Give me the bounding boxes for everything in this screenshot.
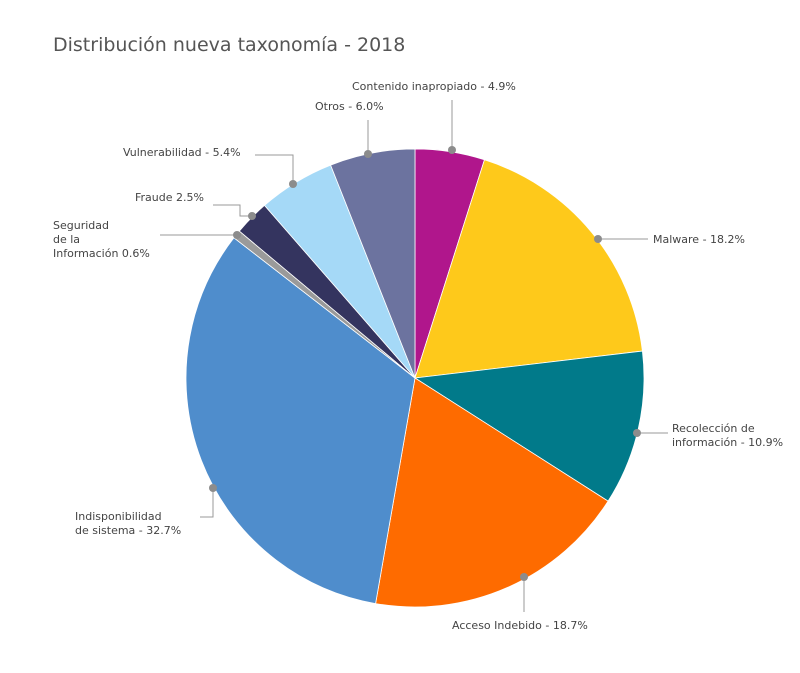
leader-dot <box>448 146 456 154</box>
chart-title: Distribución nueva taxonomía - 2018 <box>53 34 406 56</box>
data-label: Recolección de información - 10.9% <box>672 422 784 449</box>
leader-dot <box>233 231 241 239</box>
leader-dot <box>594 235 602 243</box>
data-label: Contenido inapropiado - 4.9% <box>352 80 516 93</box>
leader-dot <box>633 429 641 437</box>
leader-dot <box>209 484 217 492</box>
leader-line <box>213 204 252 217</box>
data-label: Acceso Indebido - 18.7% <box>452 619 588 632</box>
leader-dot <box>289 180 297 188</box>
data-label: Otros - 6.0% <box>315 100 384 113</box>
pie-slice <box>185 237 416 605</box>
data-label: Indisponibilidad de sistema - 32.7% <box>75 510 182 537</box>
pie-slice <box>414 159 643 379</box>
leader-dot <box>520 573 528 581</box>
data-label: Fraude 2.5% <box>135 191 204 204</box>
leader-line <box>200 488 214 518</box>
data-label: Vulnerabilidad - 5.4% <box>123 146 241 159</box>
pie-slice <box>413 350 645 502</box>
leader-line <box>255 154 294 184</box>
pie-slice <box>330 148 416 379</box>
leader-dot <box>364 150 372 158</box>
data-label: Malware - 18.2% <box>653 233 745 246</box>
pie-slice <box>375 377 609 608</box>
leader-dot <box>248 212 256 220</box>
data-label: Seguridad de la Información 0.6% <box>53 219 150 260</box>
